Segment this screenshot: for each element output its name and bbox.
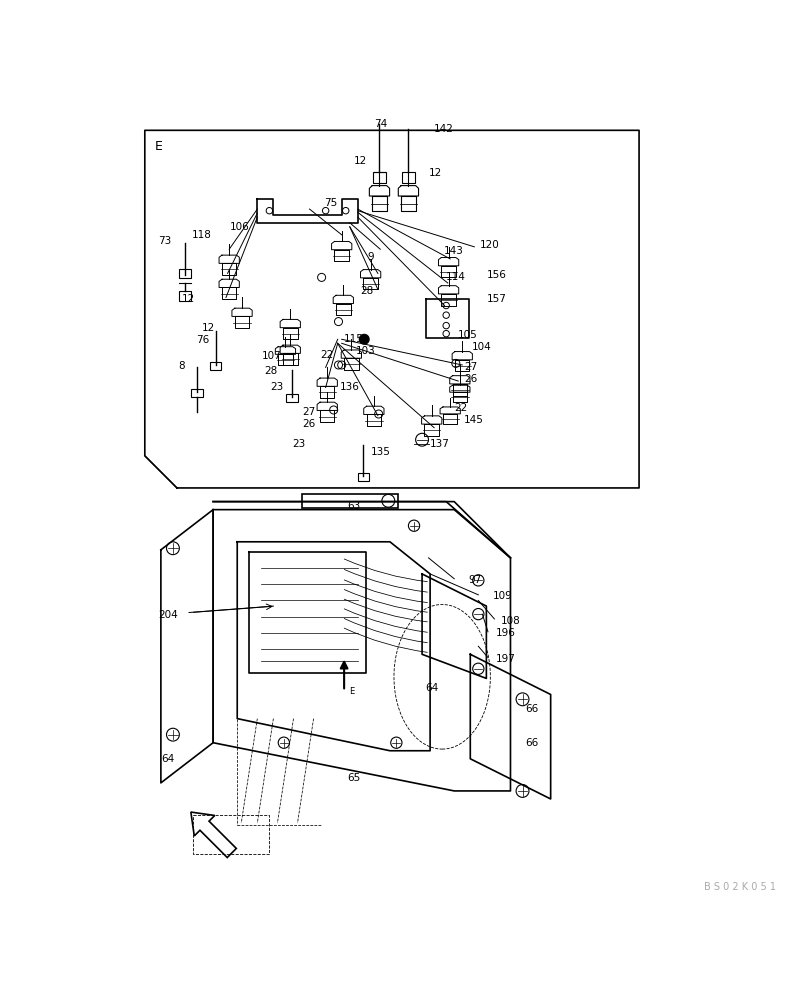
Bar [179,291,191,301]
Text: 8: 8 [178,361,185,371]
Text: 26: 26 [303,419,315,429]
Bar [301,494,397,508]
Text: 28: 28 [264,366,277,376]
Bar [191,389,203,397]
Text: 136: 136 [340,382,359,392]
Text: 107: 107 [261,351,281,361]
Text: 105: 105 [457,330,477,340]
Text: 97: 97 [468,575,482,585]
Text: 66: 66 [524,704,538,714]
Text: 26: 26 [463,374,477,384]
Text: 197: 197 [496,654,515,664]
Text: 156: 156 [486,270,505,280]
Text: 27: 27 [463,362,477,372]
Text: E: E [154,140,162,153]
Bar [179,269,191,278]
Text: 9: 9 [367,252,373,262]
Text: 142: 142 [434,124,453,134]
Polygon shape [191,812,236,858]
Text: 73: 73 [158,236,171,246]
Text: 135: 135 [370,447,390,457]
Text: 12: 12 [201,323,214,333]
Text: 104: 104 [471,342,491,352]
Text: 157: 157 [486,294,505,304]
Text: 12: 12 [182,294,195,304]
Text: 114: 114 [445,272,466,282]
Text: 76: 76 [195,335,209,345]
Bar [372,172,385,183]
Text: 115: 115 [343,334,363,344]
Text: 74: 74 [373,119,386,129]
Text: 27: 27 [303,407,315,417]
Text: 23: 23 [270,382,284,392]
Text: B S 0 2 K 0 5 1: B S 0 2 K 0 5 1 [703,882,775,892]
Text: 143: 143 [444,246,463,256]
Text: 109: 109 [492,591,512,601]
Bar [358,473,368,481]
Text: 137: 137 [430,439,449,449]
Text: 66: 66 [524,738,538,748]
Text: 63: 63 [347,501,360,511]
Text: 103: 103 [355,346,375,356]
Text: 22: 22 [320,350,333,360]
Bar [210,362,221,370]
Text: 23: 23 [292,439,305,449]
Text: 12: 12 [428,168,441,178]
Text: E: E [348,687,354,696]
Text: 204: 204 [158,610,178,620]
Bar [286,394,297,402]
Text: 64: 64 [161,754,174,764]
Circle shape [359,334,368,344]
Text: 196: 196 [496,628,515,638]
Text: 108: 108 [500,616,520,626]
Text: 118: 118 [191,230,211,240]
Text: 22: 22 [453,403,467,413]
Text: 145: 145 [463,415,483,425]
Bar [401,172,414,183]
Text: 120: 120 [479,240,499,250]
Text: 75: 75 [324,198,337,208]
Text: 65: 65 [347,773,360,783]
Text: 12: 12 [354,156,367,166]
Text: 64: 64 [425,683,438,693]
Text: 28: 28 [360,286,373,296]
Text: 106: 106 [230,222,249,232]
